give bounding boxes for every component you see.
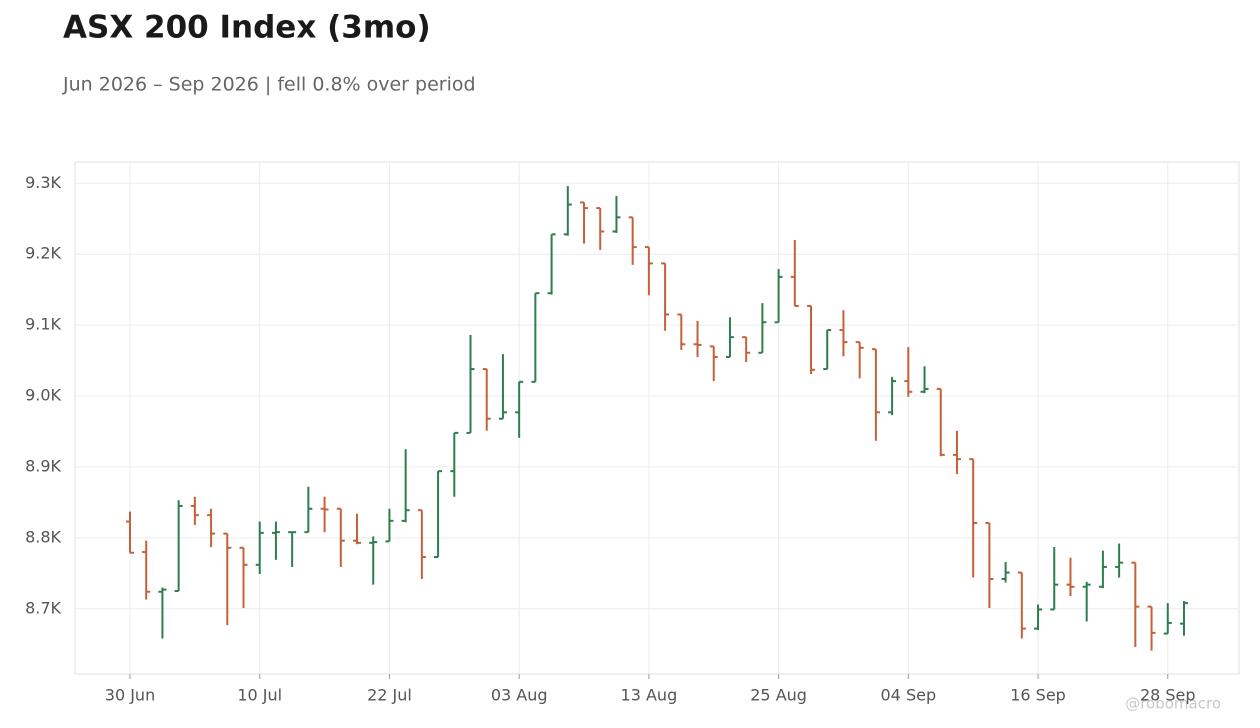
y-tick-label: 8.7K bbox=[25, 598, 61, 617]
x-tick-label: 25 Aug bbox=[750, 686, 807, 705]
y-tick-label: 8.9K bbox=[25, 456, 61, 475]
x-tick-label: 03 Aug bbox=[491, 686, 548, 705]
y-tick-label: 9.2K bbox=[25, 244, 61, 263]
chart-subtitle: Jun 2026 – Sep 2026 | fell 0.8% over per… bbox=[62, 74, 476, 96]
x-tick-label: 13 Aug bbox=[621, 686, 678, 705]
y-tick-label: 9.0K bbox=[25, 386, 61, 405]
chart-title: ASX 200 Index (3mo) bbox=[63, 10, 431, 46]
x-tick-label: 16 Sep bbox=[1010, 686, 1066, 705]
x-tick-label: 30 Jun bbox=[105, 686, 155, 705]
plot-frame bbox=[74, 161, 1240, 675]
x-tick-label: 28 Sep bbox=[1140, 686, 1196, 705]
x-tick-label: 10 Jul bbox=[237, 686, 282, 705]
watermark: @robomacro bbox=[1125, 695, 1221, 713]
y-tick-label: 9.1K bbox=[25, 315, 61, 334]
y-tick-label: 9.3K bbox=[25, 173, 61, 192]
x-tick-label: 04 Sep bbox=[881, 686, 937, 705]
x-tick-label: 22 Jul bbox=[367, 686, 412, 705]
y-tick-label: 8.8K bbox=[25, 527, 61, 546]
